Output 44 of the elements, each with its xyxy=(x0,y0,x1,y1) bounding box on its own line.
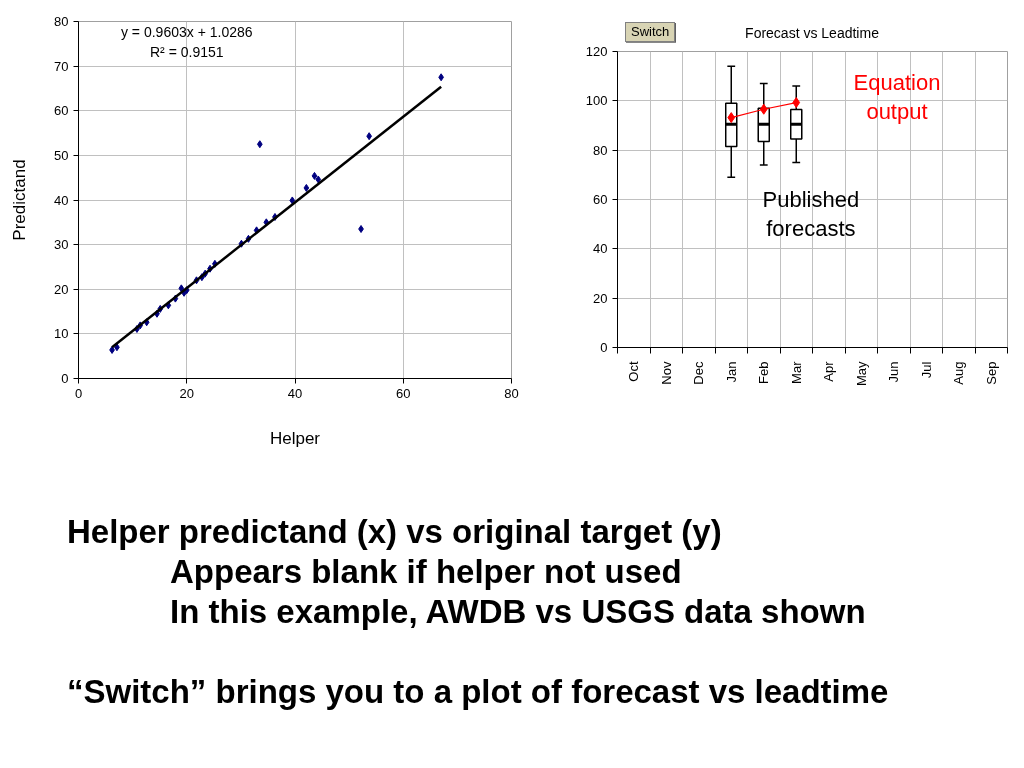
y-axis-title: Predictand xyxy=(10,159,30,241)
y-tick-label: 20 xyxy=(593,290,608,306)
y-tick-label: 60 xyxy=(54,103,69,119)
y-tick-label: 10 xyxy=(54,326,69,342)
y-tick-label: 120 xyxy=(585,44,608,59)
text: “Switch” brings you to a plot of forecast vs leadtime xyxy=(67,672,889,712)
x-tick-label: 60 xyxy=(396,385,411,401)
x-tick-label: 80 xyxy=(504,385,519,401)
x-tick-label: Jan xyxy=(723,361,739,383)
y-tick-label: 80 xyxy=(593,142,608,158)
text: Helper predictand (x) vs original target (y) xyxy=(67,512,723,552)
x-tick-label: May xyxy=(853,361,869,387)
x-tick-label: Jul xyxy=(918,361,934,379)
x-tick-label: 20 xyxy=(179,385,194,401)
text: Published forecasts xyxy=(762,187,860,241)
x-tick-label: Mar xyxy=(788,360,804,384)
text: Switch xyxy=(625,22,676,42)
chart-title: Forecast vs Leadtime xyxy=(745,25,879,41)
text: Appears blank if helper not used xyxy=(170,552,683,592)
y-tick-label: 0 xyxy=(600,340,608,355)
y-tick-label: 30 xyxy=(54,237,69,253)
x-tick-label: Nov xyxy=(658,361,674,385)
annotation: R² = 0.9151 xyxy=(149,43,224,60)
y-tick-label: 70 xyxy=(54,58,69,74)
y-tick-label: 50 xyxy=(54,147,69,163)
y-tick-label: 40 xyxy=(593,241,608,257)
x-tick-label: Oct xyxy=(626,361,642,382)
y-tick-label: 60 xyxy=(593,192,608,207)
annotation: y = 0.9603x + 1.0286 xyxy=(120,23,253,40)
x-tick-label: Dec xyxy=(691,361,707,385)
x-tick-label: 40 xyxy=(287,385,303,401)
x-tick-label: Jun xyxy=(886,361,902,383)
y-tick-label: 100 xyxy=(585,93,608,109)
y-tick-label: 80 xyxy=(54,14,69,29)
text: In this example, AWDB vs USGS data shown xyxy=(170,592,867,632)
x-tick-label: Sep xyxy=(983,361,999,385)
x-tick-label: Feb xyxy=(756,361,772,384)
y-tick-label: 40 xyxy=(54,192,69,208)
y-tick-label: 20 xyxy=(54,281,69,297)
x-axis-title: Helper xyxy=(269,428,321,448)
x-tick-label: Apr xyxy=(821,360,837,382)
text: Equation output xyxy=(853,70,941,125)
x-tick-label: 0 xyxy=(74,385,83,401)
x-tick-label: Aug xyxy=(951,361,967,385)
